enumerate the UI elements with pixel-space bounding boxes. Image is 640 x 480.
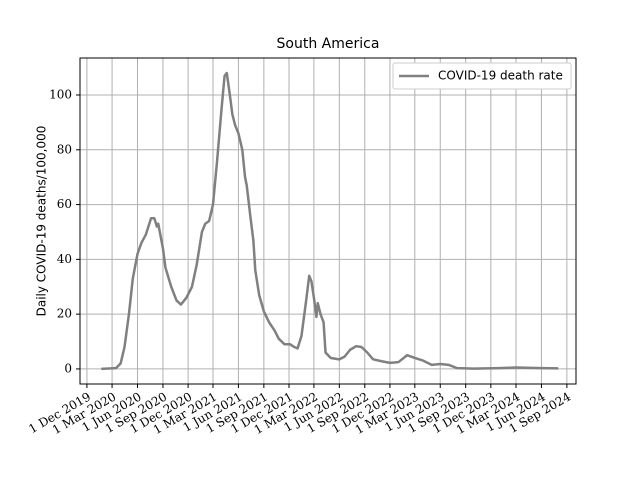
y-axis-label: Daily COVID-19 deaths/100,000 — [35, 126, 49, 317]
legend-label: COVID-19 death rate — [438, 69, 563, 83]
plot-frame — [79, 57, 577, 385]
y-tick-label: 40 — [57, 252, 72, 266]
y-tick-label: 0 — [64, 361, 72, 375]
y-tick-label: 60 — [57, 197, 72, 211]
data-line — [101, 71, 559, 371]
chart-title: South America — [277, 36, 380, 52]
y-tick-label: 20 — [57, 307, 72, 321]
y-tick-label: 100 — [49, 87, 72, 101]
y-tick-label: 80 — [57, 142, 72, 156]
legend-box — [392, 62, 572, 90]
